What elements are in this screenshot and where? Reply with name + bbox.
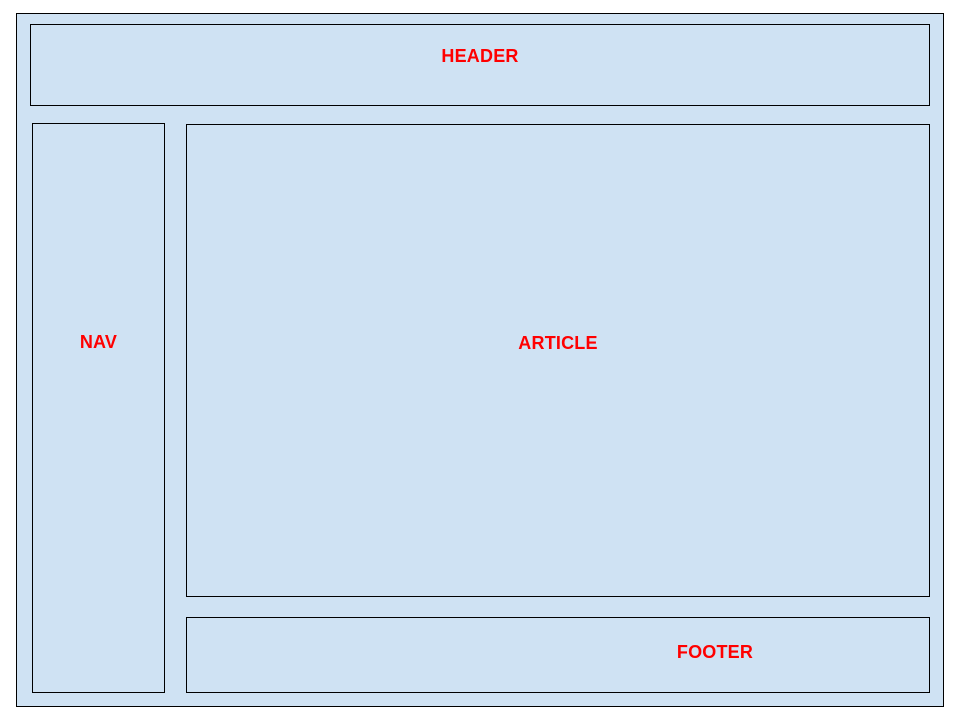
header-region: HEADER xyxy=(30,24,930,106)
footer-region: FOOTER xyxy=(186,617,930,693)
article-region: ARTICLE xyxy=(186,124,930,597)
nav-region: NAV xyxy=(32,123,165,693)
article-label: ARTICLE xyxy=(518,332,598,353)
nav-label: NAV xyxy=(79,331,118,352)
footer-label: FOOTER xyxy=(676,641,754,662)
header-label: HEADER xyxy=(441,46,519,66)
